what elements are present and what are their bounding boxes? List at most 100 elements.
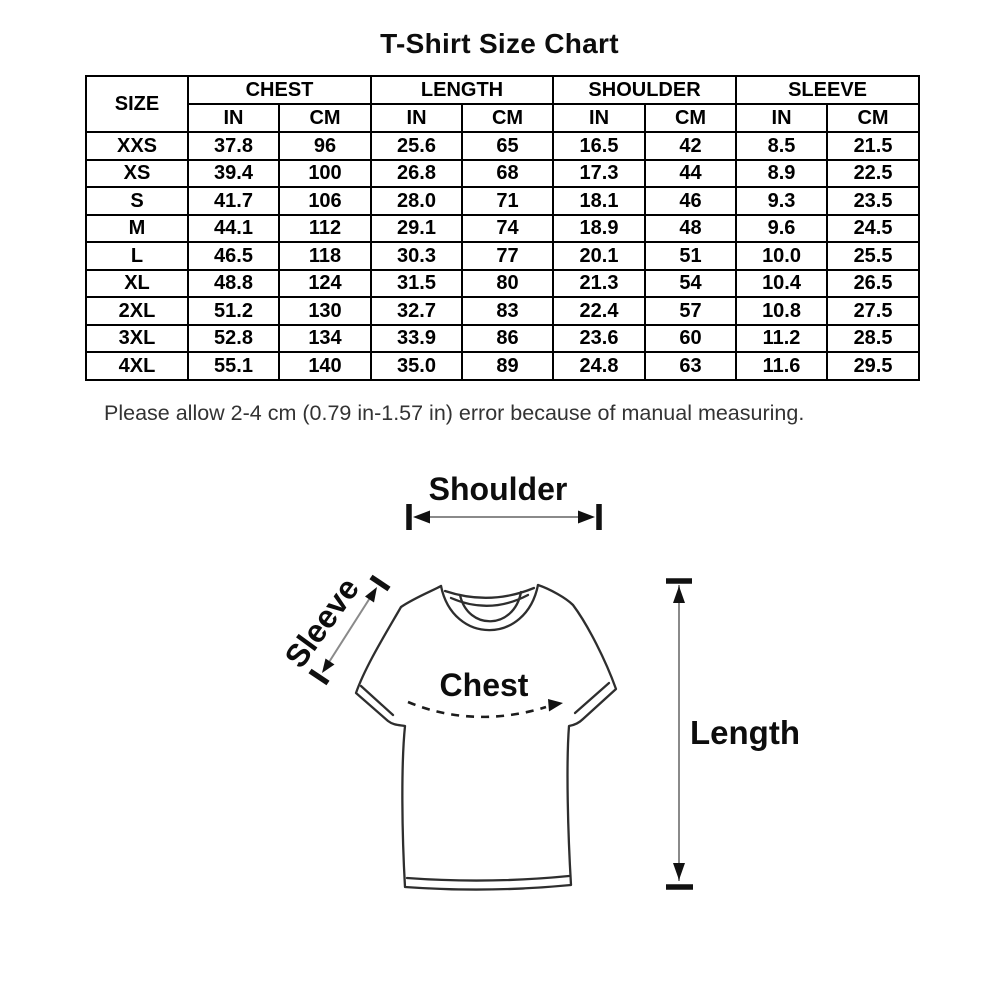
table-row: 3XL 52.8 134 33.9 86 23.6 60 11.2 28.5 [85,323,921,353]
value-cell: 83 [461,296,555,326]
size-cell: XS [85,158,189,188]
value-cell: 22.4 [552,296,647,326]
value-cell: 106 [277,186,373,216]
value-cell: 29.5 [826,351,921,381]
value-cell: 27.5 [826,296,921,326]
value-cell: 96 [277,131,373,161]
unit-header-cell: CM [277,103,373,133]
group-header-sleeve: SLEEVE [735,75,921,105]
value-cell: 10.4 [735,268,829,298]
value-cell: 77 [461,241,555,271]
hem-line [405,874,571,882]
measurement-note: Please allow 2-4 cm (0.79 in-1.57 in) er… [104,401,805,425]
unit-header-cell: IN [370,103,464,133]
value-cell: 51 [644,241,738,271]
collar-back-line [443,586,536,599]
size-cell: 2XL [85,296,189,326]
value-cell: 9.6 [735,213,829,243]
value-cell: 46.5 [187,241,280,271]
value-cell: 48.8 [187,268,280,298]
table-row: S 41.7 106 28.0 71 18.1 46 9.3 23.5 [85,186,921,216]
size-cell: S [85,186,189,216]
page-title: T-Shirt Size Chart [380,28,619,59]
value-cell: 18.1 [552,186,647,216]
size-cell: L [85,241,189,271]
value-cell: 35.0 [370,351,464,381]
value-cell: 41.7 [187,186,280,216]
value-cell: 17.3 [552,158,647,188]
size-cell: 3XL [85,323,189,353]
value-cell: 54 [644,268,738,298]
size-cell: 4XL [85,351,189,381]
table-row: XXS 37.8 96 25.6 65 16.5 42 8.5 21.5 [85,131,921,161]
value-cell: 52.8 [187,323,280,353]
value-cell: 23.5 [826,186,921,216]
table-row: XS 39.4 100 26.8 68 17.3 44 8.9 22.5 [85,158,921,188]
value-cell: 57 [644,296,738,326]
sleeve-dimension-arrow [308,574,391,686]
left-cuff-line [359,684,395,717]
table-row: 2XL 51.2 130 32.7 83 22.4 57 10.8 27.5 [85,296,921,326]
value-cell: 63 [644,351,738,381]
chest-measure-arrow [407,699,563,719]
unit-header-cell: CM [644,103,738,133]
value-cell: 32.7 [370,296,464,326]
table-row: XL 48.8 124 31.5 80 21.3 54 10.4 26.5 [85,268,921,298]
size-diagram: Shoulder Sleeve Chest Length [277,471,798,891]
value-cell: 44 [644,158,738,188]
value-cell: 29.1 [370,213,464,243]
group-header-shoulder: SHOULDER [552,75,738,105]
size-table-body: XXS 37.8 96 25.6 65 16.5 42 8.5 21.5 XS 39.4 100 26.… [85,131,921,381]
value-cell: 140 [277,351,373,381]
value-cell: 28.0 [370,186,464,216]
unit-header-cell: IN [187,103,280,133]
value-cell: 60 [644,323,738,353]
tshirt-drawing [354,583,618,891]
value-cell: 124 [277,268,373,298]
sleeve-label: Sleeve [277,571,366,674]
group-header-length: LENGTH [370,75,555,105]
value-cell: 130 [277,296,373,326]
value-cell: 8.5 [735,131,829,161]
tshirt-outline [354,583,618,891]
length-label: Length [690,714,798,751]
value-cell: 22.5 [826,158,921,188]
value-cell: 21.3 [552,268,647,298]
value-cell: 24.5 [826,213,921,243]
value-cell: 26.8 [370,158,464,188]
value-cell: 74 [461,213,555,243]
table-header: SIZE CHEST LENGTH SHOULDER SLEEVE IN CM … [85,75,921,133]
value-cell: 25.6 [370,131,464,161]
size-cell: XXS [85,131,189,161]
unit-header-cell: IN [552,103,647,133]
value-cell: 31.5 [370,268,464,298]
size-chart-table: SIZE CHEST LENGTH SHOULDER SLEEVE IN CM … [85,75,921,381]
chest-label: Chest [440,667,529,703]
value-cell: 134 [277,323,373,353]
value-cell: 18.9 [552,213,647,243]
value-cell: 51.2 [187,296,280,326]
unit-header-cell: IN [735,103,829,133]
value-cell: 21.5 [826,131,921,161]
value-cell: 8.9 [735,158,829,188]
value-cell: 55.1 [187,351,280,381]
table-row: M 44.1 112 29.1 74 18.9 48 9.6 24.5 [85,213,921,243]
value-cell: 118 [277,241,373,271]
collar-inner-line [458,590,523,623]
unit-header-row: IN CM IN CM IN CM IN CM [86,103,921,133]
value-cell: 26.5 [826,268,921,298]
value-cell: 11.6 [735,351,829,381]
length-dimension-arrow [666,578,693,890]
value-cell: 89 [461,351,555,381]
group-header-row: SIZE CHEST LENGTH SHOULDER SLEEVE [85,75,921,133]
value-cell: 48 [644,213,738,243]
value-cell: 100 [277,158,373,188]
value-cell: 10.8 [735,296,829,326]
collar-outer-line [439,583,540,632]
shoulder-label: Shoulder [429,471,568,507]
value-cell: 11.2 [735,323,829,353]
collar-back-line [449,593,530,607]
value-cell: 28.5 [826,323,921,353]
value-cell: 37.8 [187,131,280,161]
size-cell: M [85,213,189,243]
